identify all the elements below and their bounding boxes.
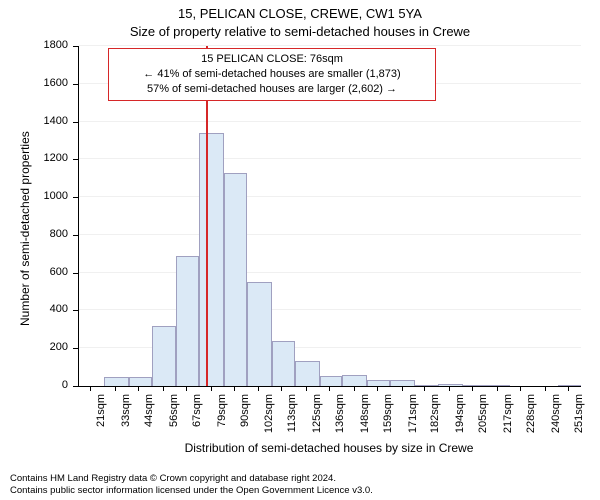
histogram-bar: [558, 385, 581, 386]
xtick-label: 217sqm: [502, 394, 514, 449]
chart-container: 15, PELICAN CLOSE, CREWE, CW1 5YA Size o…: [0, 0, 600, 500]
ytick-label: 400: [0, 303, 68, 315]
attribution-line1: Contains HM Land Registry data © Crown c…: [10, 473, 373, 484]
gridline: [79, 158, 581, 159]
xtick-label: 159sqm: [382, 394, 394, 449]
xtick-label: 251sqm: [573, 394, 585, 449]
attribution: Contains HM Land Registry data © Crown c…: [10, 473, 373, 496]
xtick-label: 102sqm: [263, 394, 275, 449]
ytick-mark: [73, 310, 78, 311]
xtick-label: 56sqm: [168, 394, 180, 449]
ytick-mark: [73, 46, 78, 47]
xtick-mark: [281, 386, 282, 391]
histogram-bar: [390, 380, 415, 386]
gridline: [79, 121, 581, 122]
xtick-mark: [90, 386, 91, 391]
xtick-label: 67sqm: [191, 394, 203, 449]
xtick-label: 194sqm: [454, 394, 466, 449]
xtick-mark: [258, 386, 259, 391]
xtick-mark: [329, 386, 330, 391]
ytick-label: 0: [0, 379, 68, 391]
xtick-mark: [520, 386, 521, 391]
histogram-bar: [415, 385, 438, 386]
ytick-label: 1000: [0, 190, 68, 202]
histogram-bar: [152, 326, 177, 386]
gridline: [79, 272, 581, 273]
xtick-mark: [449, 386, 450, 391]
ytick-mark: [73, 84, 78, 85]
xtick-label: 228sqm: [525, 394, 537, 449]
xtick-label: 90sqm: [239, 394, 251, 449]
ytick-mark: [73, 386, 78, 387]
xtick-label: 182sqm: [429, 394, 441, 449]
histogram-bar: [486, 385, 511, 386]
xtick-label: 79sqm: [216, 394, 228, 449]
xtick-label: 136sqm: [334, 394, 346, 449]
ytick-label: 200: [0, 341, 68, 353]
gridline: [79, 234, 581, 235]
annotation-box: 15 PELICAN CLOSE: 76sqm ← 41% of semi-de…: [108, 48, 436, 101]
xtick-mark: [211, 386, 212, 391]
xtick-mark: [424, 386, 425, 391]
histogram-bar: [272, 341, 295, 386]
ytick-mark: [73, 273, 78, 274]
xtick-mark: [115, 386, 116, 391]
gridline: [79, 196, 581, 197]
histogram-bar: [129, 377, 152, 386]
attribution-line2: Contains public sector information licen…: [10, 485, 373, 496]
ytick-label: 800: [0, 228, 68, 240]
xtick-label: 44sqm: [143, 394, 155, 449]
ytick-label: 600: [0, 266, 68, 278]
ytick-mark: [73, 235, 78, 236]
ytick-label: 1600: [0, 77, 68, 89]
xtick-mark: [402, 386, 403, 391]
xtick-mark: [545, 386, 546, 391]
ytick-label: 1800: [0, 39, 68, 51]
xtick-mark: [354, 386, 355, 391]
xtick-mark: [472, 386, 473, 391]
xtick-mark: [186, 386, 187, 391]
ytick-mark: [73, 348, 78, 349]
xtick-label: 113sqm: [286, 394, 298, 449]
xtick-mark: [163, 386, 164, 391]
histogram-bar: [199, 133, 224, 386]
xtick-label: 240sqm: [550, 394, 562, 449]
xtick-mark: [138, 386, 139, 391]
gridline: [79, 45, 581, 46]
xtick-label: 125sqm: [311, 394, 323, 449]
title-line1: 15, PELICAN CLOSE, CREWE, CW1 5YA: [0, 6, 600, 21]
xtick-mark: [306, 386, 307, 391]
xtick-label: 171sqm: [407, 394, 419, 449]
annotation-line3: 57% of semi-detached houses are larger (…: [117, 82, 427, 97]
title-line2: Size of property relative to semi-detach…: [0, 24, 600, 39]
histogram-bar: [176, 256, 199, 386]
histogram-bar: [367, 380, 390, 386]
ytick-label: 1200: [0, 152, 68, 164]
histogram-bar: [224, 173, 247, 386]
ytick-label: 1400: [0, 115, 68, 127]
xtick-mark: [497, 386, 498, 391]
xtick-mark: [234, 386, 235, 391]
xtick-label: 205sqm: [477, 394, 489, 449]
xtick-mark: [377, 386, 378, 391]
xtick-mark: [568, 386, 569, 391]
histogram-bar: [295, 361, 320, 386]
ytick-mark: [73, 122, 78, 123]
histogram-bar: [320, 376, 343, 386]
ytick-mark: [73, 159, 78, 160]
histogram-bar: [247, 282, 272, 386]
histogram-bar: [463, 385, 486, 386]
xtick-label: 33sqm: [120, 394, 132, 449]
ytick-mark: [73, 197, 78, 198]
annotation-line1: 15 PELICAN CLOSE: 76sqm: [117, 52, 427, 67]
annotation-line2: ← 41% of semi-detached houses are smalle…: [117, 67, 427, 82]
xtick-label: 148sqm: [359, 394, 371, 449]
histogram-bar: [342, 375, 367, 386]
gridline: [79, 309, 581, 310]
xtick-label: 21sqm: [95, 394, 107, 449]
histogram-bar: [104, 377, 129, 386]
